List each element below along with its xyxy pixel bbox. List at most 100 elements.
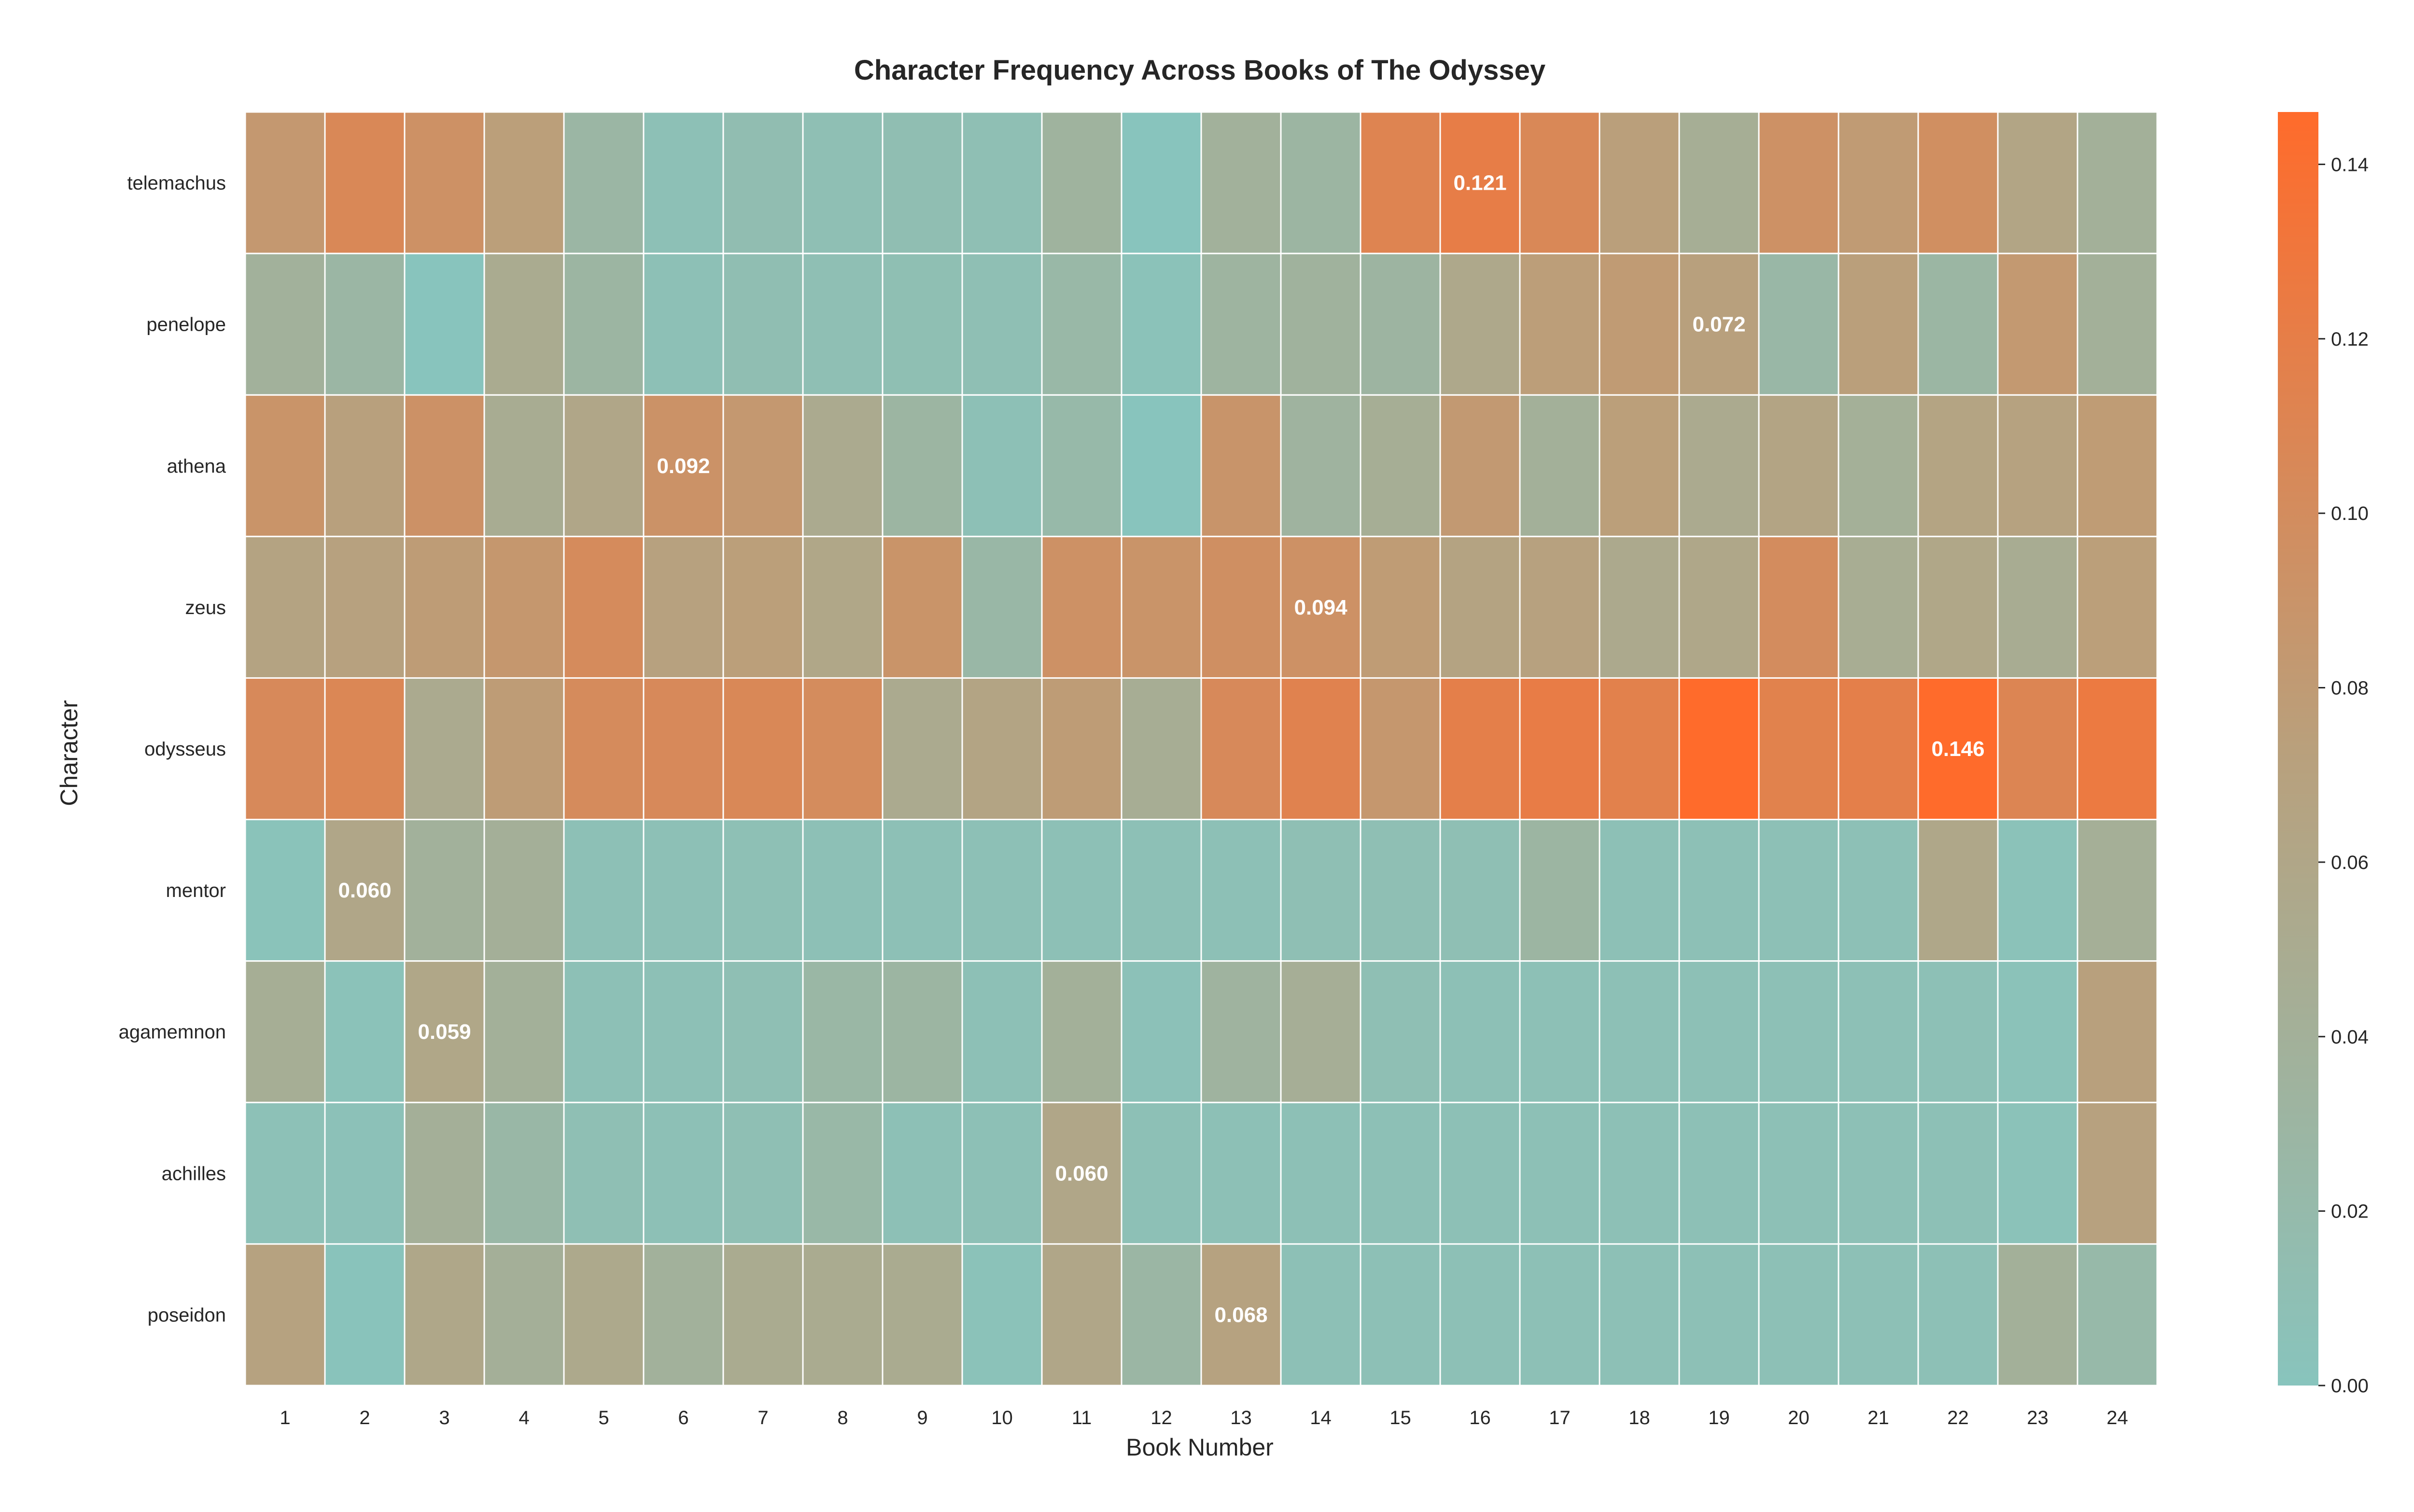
heatmap-cell [961, 252, 1043, 396]
x-tick-label: 8 [837, 1407, 848, 1428]
heatmap-cell [1997, 111, 2078, 254]
cell-annotation: 0.094 [1294, 596, 1347, 619]
heatmap-cell [563, 111, 645, 254]
heatmap-cell [722, 677, 804, 821]
x-tick-label: 5 [598, 1407, 609, 1428]
cell-annotation: 0.121 [1453, 171, 1506, 195]
heatmap-cell [1121, 819, 1202, 962]
heatmap-cell [1280, 252, 1361, 396]
heatmap-cell [1758, 677, 1839, 821]
heatmap-cell [1519, 252, 1600, 396]
heatmap-cell [1280, 1102, 1361, 1245]
heatmap-cell [244, 394, 326, 537]
y-tick-label: achilles [162, 1163, 226, 1184]
heatmap-cell [1838, 535, 1919, 679]
heatmap-cell [1200, 1102, 1282, 1245]
x-tick-label: 22 [1947, 1407, 1969, 1428]
heatmap-cell [1599, 535, 1680, 679]
heatmap-cell [324, 252, 406, 396]
heatmap-cell [643, 677, 724, 821]
heatmap-cell [1758, 394, 1839, 537]
heatmap-cell [1280, 960, 1361, 1104]
heatmap-cell [1121, 960, 1202, 1104]
heatmap-cell [1997, 535, 2078, 679]
heatmap-cell [324, 394, 406, 537]
heatmap-cell [1758, 111, 1839, 254]
heatmap-cell [1360, 1243, 1441, 1386]
heatmap-cell [1280, 394, 1361, 537]
heatmap-cell [2077, 535, 2158, 679]
heatmap-cell [1917, 960, 1999, 1104]
heatmap-cell [802, 677, 884, 821]
heatmap-cell [1519, 819, 1600, 962]
heatmap-cell [1439, 111, 1521, 254]
heatmap-cell [1678, 535, 1760, 679]
heatmap-cell [802, 819, 884, 962]
y-tick-label: telemachus [127, 173, 226, 194]
colorbar-ticks: 0.00 0.02 0.04 0.06 0.08 0.10 0.12 0.14 [2318, 154, 2369, 1397]
heatmap-cell [722, 1102, 804, 1245]
x-tick-label: 9 [917, 1407, 927, 1428]
heatmap-cell [961, 1102, 1043, 1245]
heatmap-cell [404, 1102, 485, 1245]
heatmap-cell [1519, 1243, 1600, 1386]
heatmap-cell [483, 1102, 565, 1245]
x-tick-label: 6 [678, 1407, 688, 1428]
heatmap-cell [1838, 677, 1919, 821]
heatmap-cell [1758, 252, 1839, 396]
heatmap-cell [1439, 819, 1521, 962]
heatmap-cell [483, 252, 565, 396]
heatmap-cell [643, 252, 724, 396]
heatmap-cell [722, 111, 804, 254]
x-tick-label: 10 [991, 1407, 1013, 1428]
heatmap-cell [722, 252, 804, 396]
heatmap-cell [324, 819, 406, 962]
heatmap-cell [722, 819, 804, 962]
heatmap-cell [1439, 960, 1521, 1104]
heatmap-cell [1360, 111, 1441, 254]
heatmap-cell [483, 1243, 565, 1386]
heatmap-cell [643, 819, 724, 962]
heatmap-cell [961, 677, 1043, 821]
heatmap-cell [1360, 677, 1441, 821]
heatmap-cell [1997, 252, 2078, 396]
heatmap-cell [643, 535, 724, 679]
heatmap-cell [1439, 535, 1521, 679]
heatmap-cell [563, 1102, 645, 1245]
heatmap-cell [961, 819, 1043, 962]
heatmap-cell [2077, 111, 2158, 254]
heatmap-cell [722, 960, 804, 1104]
heatmap-cell [1200, 111, 1282, 254]
heatmap-cell [1121, 677, 1202, 821]
heatmap-cell [882, 111, 963, 254]
heatmap-cell [1917, 819, 1999, 962]
heatmap-cell [244, 1102, 326, 1245]
heatmap-cell [882, 535, 963, 679]
heatmap-cell [324, 677, 406, 821]
heatmap-cell [1121, 111, 1202, 254]
heatmap-cell [961, 111, 1043, 254]
x-tick-label: 14 [1310, 1407, 1332, 1428]
x-tick-label: 7 [758, 1407, 768, 1428]
heatmap-cell [722, 1243, 804, 1386]
heatmap-cell [1121, 1102, 1202, 1245]
heatmap-cell [2077, 1243, 2158, 1386]
heatmap-cell [1678, 252, 1760, 396]
heatmap-cell [882, 1102, 963, 1245]
heatmap-cell [1280, 819, 1361, 962]
x-tick-label: 1 [280, 1407, 290, 1428]
heatmap-cell [802, 960, 884, 1104]
heatmap-cell [1997, 677, 2078, 821]
heatmap-cell [404, 819, 485, 962]
heatmap-cell [1360, 252, 1441, 396]
cell-annotation: 0.060 [1055, 1162, 1108, 1185]
heatmap-cell [244, 252, 326, 396]
heatmap-cell [1360, 535, 1441, 679]
heatmap-cell [1678, 819, 1760, 962]
cell-annotation: 0.092 [657, 454, 710, 478]
heatmap-cell [2077, 1102, 2158, 1245]
heatmap-cell [802, 252, 884, 396]
cell-annotations: 0.121 0.072 0.092 0.094 0.146 0.060 0.059 0.060… [338, 171, 1984, 1327]
heatmap-cell [1360, 960, 1441, 1104]
heatmap-cell [563, 252, 645, 396]
